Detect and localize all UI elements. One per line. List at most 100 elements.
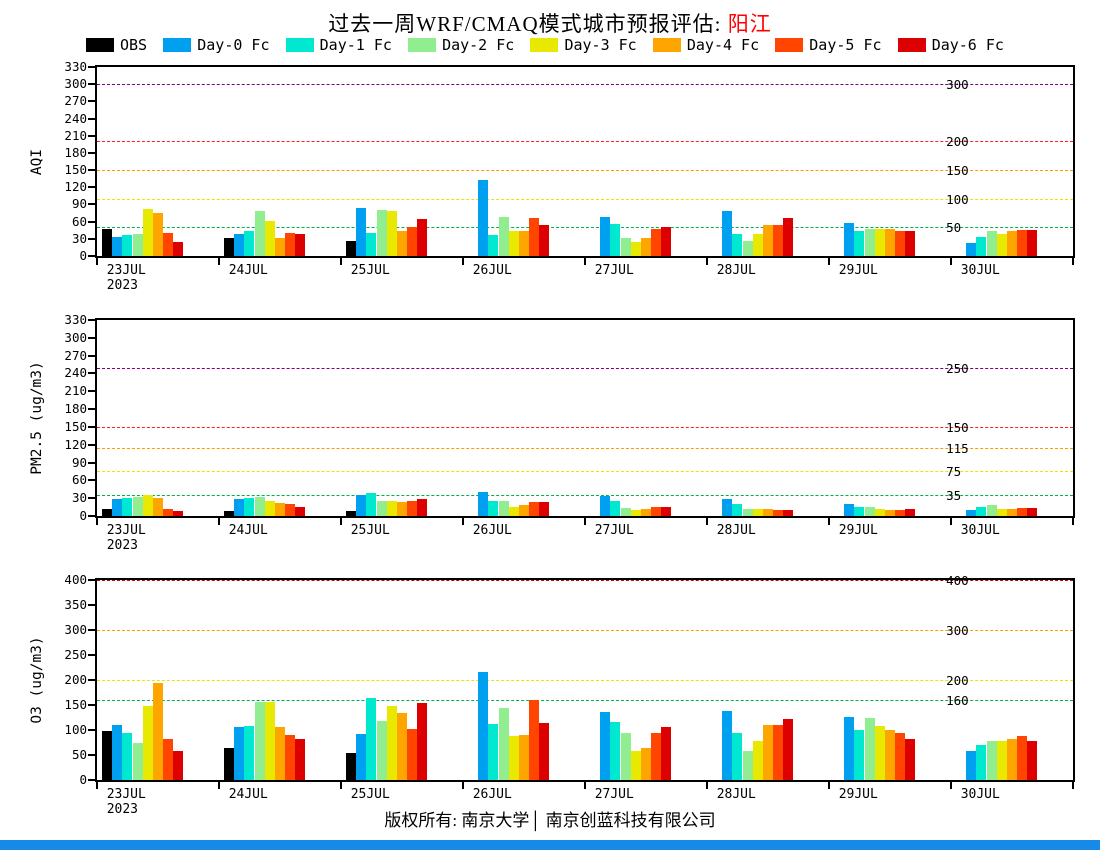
y-tick-mark xyxy=(88,604,97,606)
x-tick-mark xyxy=(340,782,342,789)
bar-day-4-fc xyxy=(762,508,773,516)
y-tick-label: 300 xyxy=(64,76,87,92)
x-tick-label: 24JUL xyxy=(228,787,268,802)
bar-day-3-fc xyxy=(752,741,763,780)
bar-day-0-fc xyxy=(722,498,733,516)
bar-day-6-fc xyxy=(1026,741,1037,780)
bar-day-4-fc xyxy=(1006,739,1017,780)
y-tick-label: 0 xyxy=(79,772,87,787)
bar-day-0-fc xyxy=(112,725,123,780)
x-tick-mark xyxy=(1072,782,1074,789)
bar-day-5-fc xyxy=(406,226,417,256)
bar-day-4-fc xyxy=(884,730,895,780)
legend-item-day-5-fc: Day-5 Fc xyxy=(775,36,882,54)
bar-day-3-fc xyxy=(386,705,397,780)
y-axis-title: AQI xyxy=(29,148,45,175)
bar-day-5-fc xyxy=(162,739,173,780)
bar-day-3-fc xyxy=(386,210,397,256)
legend-swatch-day-1-fc xyxy=(285,38,314,52)
threshold-line-75 xyxy=(97,471,1073,473)
bar-day-2-fc xyxy=(620,733,631,780)
bar-day-1-fc xyxy=(366,232,377,256)
bar-day-3-fc xyxy=(264,220,275,256)
bar-obs xyxy=(224,511,235,516)
y-tick-label: 200 xyxy=(64,672,87,687)
x-tick-mark xyxy=(462,782,464,789)
x-tick-label: 27JUL xyxy=(594,787,634,802)
bar-day-1-fc xyxy=(732,234,743,256)
bar-day-3-fc xyxy=(142,209,153,256)
y-tick-mark xyxy=(88,354,97,357)
copyright-text: 版权所有: 南京大学│ 南京创蓝科技有限公司 xyxy=(384,811,716,830)
x-tick-mark xyxy=(218,258,220,265)
bar-day-4-fc xyxy=(396,502,407,516)
bar-day-4-fc xyxy=(518,505,529,516)
legend-swatch-day-6-fc xyxy=(897,38,926,52)
bar-day-3-fc xyxy=(630,242,641,256)
x-tick-mark xyxy=(706,782,708,789)
bar-day-0-fc xyxy=(966,510,977,516)
y-tick-mark xyxy=(88,255,97,257)
bar-day-0-fc xyxy=(722,710,733,780)
x-tick-label: 29JUL xyxy=(838,263,878,278)
y-tick-label: 400 xyxy=(64,572,87,587)
bar-day-1-fc xyxy=(366,697,377,780)
legend-swatch-obs xyxy=(86,38,114,52)
bar-obs xyxy=(102,508,113,516)
x-tick-label: 29JUL xyxy=(838,787,878,802)
o3-chart-panel: 0 50 100 150 200 250 300 350 400 160 200 300 400 23JU… xyxy=(29,573,1075,817)
bar-day-4-fc xyxy=(152,213,163,256)
y-tick-label: 150 xyxy=(64,697,87,712)
x-tick-mark xyxy=(1072,258,1074,265)
y-tick-label: 210 xyxy=(64,127,87,143)
y-tick-label: 210 xyxy=(64,383,87,399)
y-tick-label: 60 xyxy=(71,472,87,488)
bar-day-2-fc xyxy=(498,707,509,780)
y-tick-label: 0 xyxy=(79,248,87,263)
bar-day-6-fc xyxy=(904,230,915,256)
y-tick-mark xyxy=(88,169,97,172)
bar-day-5-fc xyxy=(650,733,661,780)
bar-day-0-fc xyxy=(478,491,489,516)
bar-day-1-fc xyxy=(732,733,743,780)
y-tick-label: 330 xyxy=(64,312,87,327)
x-tick-label: 30JUL xyxy=(960,523,1000,538)
aqi-chart-panel: 0 30 60 90 120 150 180 210 240 270 300 330 50 100 150 2… xyxy=(29,60,1075,293)
bar-day-3-fc xyxy=(264,701,275,780)
bar-day-1-fc xyxy=(854,506,865,516)
y-tick-mark xyxy=(88,729,97,731)
x-tick-mark xyxy=(218,782,220,789)
legend-swatch-day-0-fc xyxy=(163,38,192,52)
threshold-label-250: 250 xyxy=(946,360,969,376)
y-tick-mark xyxy=(88,579,97,581)
threshold-label-300: 300 xyxy=(946,77,969,93)
x-tick-mark xyxy=(96,518,98,525)
bar-day-5-fc xyxy=(528,699,539,780)
bar-day-6-fc xyxy=(294,507,305,516)
y-tick-mark xyxy=(88,66,97,68)
y-tick-label: 120 xyxy=(64,436,87,452)
legend-label: Day-1 Fc xyxy=(319,36,392,54)
bar-day-3-fc xyxy=(508,736,519,780)
y-tick-mark xyxy=(88,408,97,411)
y-tick-mark xyxy=(88,134,97,137)
bar-day-2-fc xyxy=(132,742,143,780)
bar-day-6-fc xyxy=(538,224,549,256)
bar-day-4-fc xyxy=(884,228,895,256)
legend-label: Day-4 Fc xyxy=(686,36,760,54)
threshold-line-300 xyxy=(97,84,1073,86)
x-tick-mark xyxy=(950,782,952,789)
bar-day-6-fc xyxy=(416,218,427,256)
bar-day-2-fc xyxy=(498,500,509,516)
bar-day-3-fc xyxy=(142,705,153,780)
bar-day-3-fc xyxy=(508,231,519,256)
y-tick-mark xyxy=(88,679,97,681)
bar-day-6-fc xyxy=(294,739,305,780)
bar-day-5-fc xyxy=(406,729,417,780)
bar-day-0-fc xyxy=(356,734,367,780)
threshold-line-250 xyxy=(97,367,1073,369)
bar-day-5-fc xyxy=(894,510,905,516)
bar-day-3-fc xyxy=(996,741,1007,780)
legend-item-obs: OBS xyxy=(86,36,147,54)
bar-obs xyxy=(224,237,235,256)
